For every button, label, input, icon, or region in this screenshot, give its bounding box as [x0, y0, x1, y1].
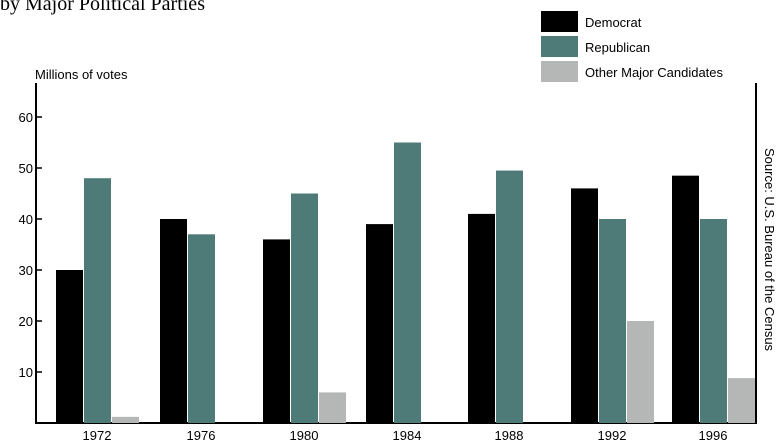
- bar-republican-1984: [394, 142, 421, 423]
- y-tick: 40: [19, 212, 42, 227]
- chart-title: by Major Political Parties: [0, 0, 205, 15]
- bar-republican-1988: [496, 170, 523, 423]
- bar-other-1996: [728, 378, 755, 423]
- bar-republican-1992: [599, 219, 626, 423]
- legend-label-democrat: Democrat: [585, 15, 642, 30]
- x-tick-label: 1972: [83, 428, 112, 443]
- legend-label-other: Other Major Candidates: [585, 65, 724, 80]
- bar-democrat-1972: [56, 270, 83, 423]
- bar-other-1972: [112, 416, 139, 423]
- bar-republican-1972: [84, 178, 111, 423]
- bar-democrat-1980: [263, 239, 290, 423]
- y-tick: 50: [19, 161, 42, 176]
- bar-republican-1976: [188, 234, 215, 423]
- source-note: Source: U.S. Bureau of the Census: [762, 148, 777, 352]
- x-tick-label: 1976: [187, 428, 216, 443]
- bar-democrat-1988: [468, 213, 495, 423]
- y-axis-label: Millions of votes: [35, 67, 128, 82]
- bar-other-1992: [627, 321, 654, 423]
- y-tick-label: 60: [19, 110, 33, 125]
- y-tick-label: 50: [19, 161, 33, 176]
- x-tick-label: 1992: [598, 428, 627, 443]
- y-tick-label: 30: [19, 263, 33, 278]
- x-tick-label: 1980: [290, 428, 319, 443]
- y-ticks: 10 20 30 40 50 60: [19, 110, 42, 380]
- y-tick-label: 40: [19, 212, 33, 227]
- legend-swatch-other: [541, 61, 578, 82]
- x-tick-label: 1984: [393, 428, 422, 443]
- bar-democrat-1976: [160, 219, 187, 423]
- bar-republican-1980: [291, 193, 318, 423]
- x-tick-label: 1996: [699, 428, 728, 443]
- bar-democrat-1984: [366, 224, 393, 423]
- y-tick-label: 20: [19, 314, 33, 329]
- y-tick: 30: [19, 263, 42, 278]
- bar-republican-1996: [700, 219, 727, 423]
- bar-democrat-1996: [672, 175, 699, 423]
- y-tick: 10: [19, 365, 42, 380]
- x-tick-labels: 1972 1976 1980 1984 1988 1992 1996: [83, 428, 728, 443]
- bar-democrat-1992: [571, 188, 598, 423]
- x-tick-label: 1988: [495, 428, 524, 443]
- legend-swatch-republican: [541, 36, 578, 57]
- bars: [56, 142, 755, 423]
- legend-swatch-democrat: [541, 11, 578, 32]
- legend: Democrat Republican Other Major Candidat…: [541, 11, 724, 82]
- bar-other-1980: [319, 392, 346, 423]
- y-tick-label: 10: [19, 365, 33, 380]
- y-tick: 20: [19, 314, 42, 329]
- legend-label-republican: Republican: [585, 40, 650, 55]
- y-tick: 60: [19, 110, 42, 125]
